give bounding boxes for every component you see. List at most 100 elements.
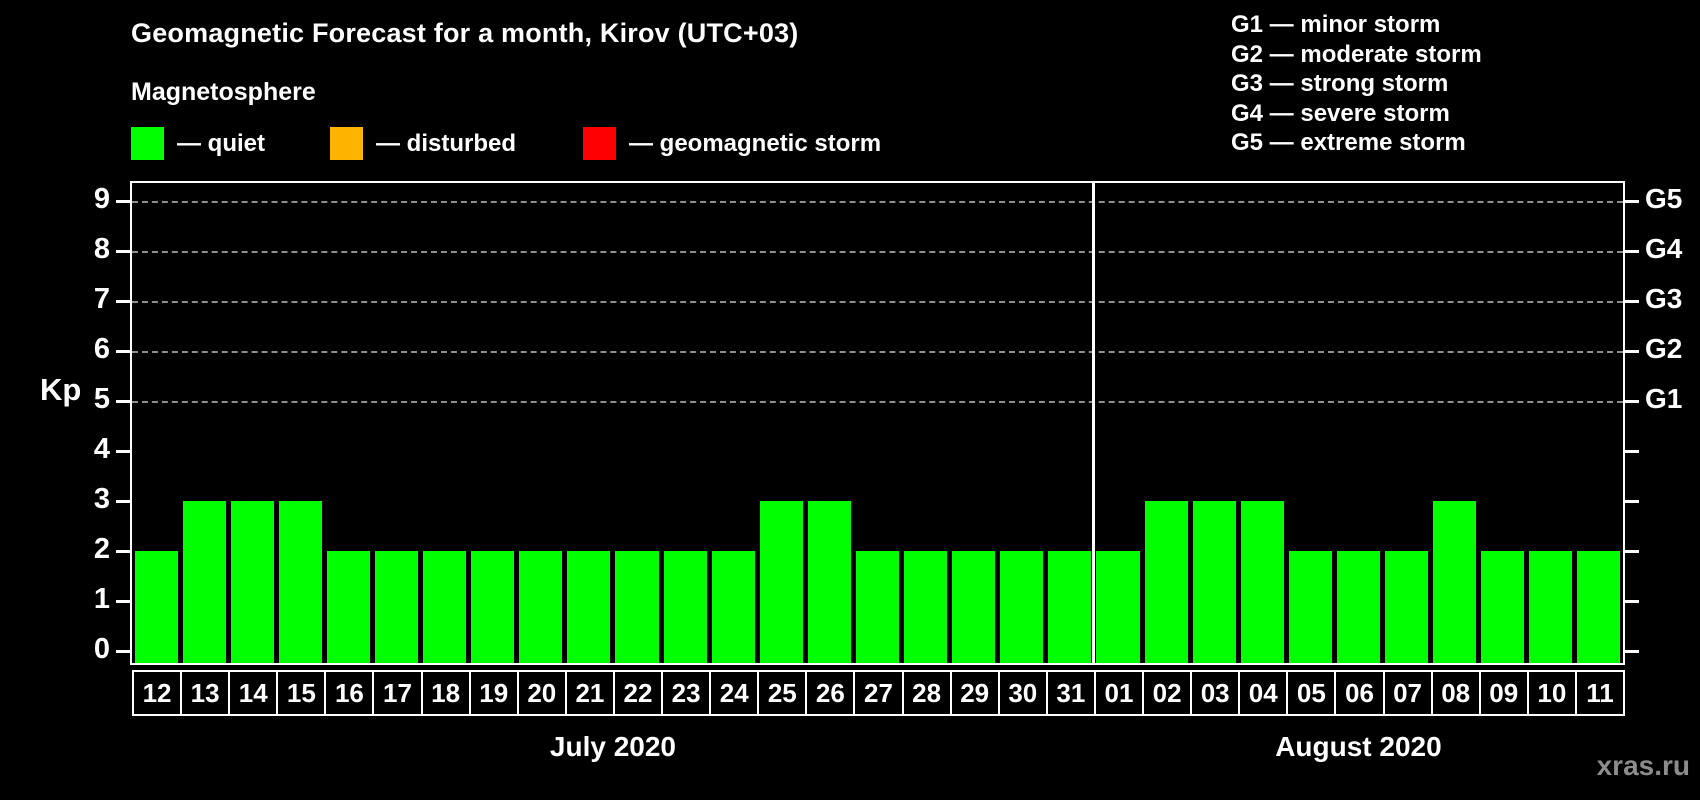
g-axis-label: G1 — [1645, 383, 1683, 414]
day-label: 04 — [1238, 670, 1289, 716]
day-label: 02 — [1142, 670, 1193, 716]
kp-bar-day-24 — [711, 551, 755, 663]
kp-bar-day-21 — [567, 551, 611, 663]
y-tick-left — [116, 399, 130, 403]
y-tick-right — [1625, 499, 1639, 503]
day-label: 07 — [1382, 670, 1433, 716]
kp-bar-day-17 — [374, 551, 419, 663]
kp-bar-day-08 — [1433, 501, 1477, 663]
day-label: 14 — [228, 670, 279, 716]
g-legend-line: G1 — minor storm — [1231, 11, 1441, 38]
kp-bar-day-27 — [855, 551, 900, 663]
y-tick-left — [116, 199, 130, 203]
g-legend-line: G4 — severe storm — [1231, 99, 1450, 127]
day-label: 18 — [420, 670, 471, 716]
kp-bar-day-23 — [663, 551, 707, 663]
storm-swatch — [583, 127, 616, 160]
day-label: 11 — [1574, 670, 1625, 716]
legend-item-disturbed: — disturbed — [330, 127, 516, 160]
kp-bar-day-06 — [1336, 551, 1380, 663]
legend-item-storm: — geomagnetic storm — [583, 127, 881, 160]
kp-bar-day-20 — [519, 551, 563, 663]
kp-bar-day-03 — [1192, 501, 1236, 663]
g-legend-line: G2 — moderate storm — [1231, 40, 1482, 68]
day-label: 16 — [324, 670, 375, 716]
y-tick-right — [1625, 199, 1639, 203]
g-legend-line: G3 — strong storm — [1231, 70, 1449, 98]
y-tick-right — [1625, 549, 1639, 553]
kp-bar-day-19 — [471, 551, 515, 663]
day-label: 23 — [661, 670, 712, 716]
legend-item-label: — disturbed — [376, 129, 517, 157]
day-label: 12 — [132, 670, 183, 716]
month-label: July 2020 — [549, 731, 677, 762]
day-label: 24 — [709, 670, 760, 716]
g-legend-line: G5 — extreme storm — [1231, 129, 1466, 157]
y-tick-right — [1625, 399, 1639, 403]
y-tick-left — [116, 649, 130, 653]
g-axis-label: G3 — [1645, 283, 1683, 314]
kp-bar-day-31 — [1048, 551, 1092, 663]
y-tick-left — [116, 449, 130, 453]
kp-bar-day-22 — [615, 551, 659, 663]
y-tick-left — [116, 549, 130, 553]
y-tick-left — [116, 599, 130, 603]
legend-item-label: — geomagnetic storm — [629, 129, 882, 157]
day-label: 22 — [612, 670, 664, 716]
day-label: 10 — [1526, 670, 1577, 716]
watermark: xras.ru — [1596, 750, 1690, 781]
kp-bar-day-02 — [1144, 501, 1188, 663]
kp-bar-day-09 — [1481, 551, 1525, 663]
kp-bar-day-28 — [904, 551, 948, 663]
day-label: 28 — [901, 670, 952, 716]
y-tick-right — [1625, 249, 1639, 253]
day-label: 01 — [1093, 670, 1145, 716]
day-label: 25 — [757, 670, 808, 716]
y-tick-label: 8 — [93, 233, 110, 265]
g-axis-label: G5 — [1645, 183, 1683, 214]
g-axis-label: G2 — [1645, 333, 1683, 364]
plot-area: 0 1 2 3 4 5 6 7 8 9 G1 G2 G3 G4 G5 — [94, 181, 1682, 665]
gridline-kp8 — [132, 251, 1623, 253]
magnetosphere-legend: — quiet — disturbed — geomagnetic storm — [0, 127, 1100, 163]
month-divider — [1092, 183, 1096, 663]
day-label: 15 — [276, 670, 327, 716]
kp-bar-day-11 — [1577, 551, 1621, 663]
y-axis-title: Kp — [40, 372, 82, 407]
day-label: 03 — [1190, 670, 1241, 716]
day-label: 17 — [372, 670, 423, 716]
y-tick-left — [116, 249, 130, 253]
y-tick-right — [1625, 449, 1639, 453]
y-tick-left — [116, 349, 130, 353]
day-label: 31 — [1045, 670, 1096, 716]
kp-bar-day-01 — [1096, 551, 1140, 663]
y-tick-label: 2 — [93, 533, 110, 565]
day-label: 21 — [564, 670, 615, 716]
y-tick-left — [116, 299, 130, 303]
day-label: 26 — [805, 670, 856, 716]
kp-bar-day-05 — [1288, 551, 1332, 663]
kp-bar-day-30 — [1000, 551, 1044, 663]
kp-bar-day-16 — [326, 551, 370, 663]
y-tick-label: 9 — [93, 183, 110, 215]
kp-bar-day-25 — [759, 501, 803, 663]
kp-bar-day-10 — [1529, 551, 1573, 663]
kp-bar-day-18 — [423, 551, 467, 663]
magnetosphere-label: Magnetosphere — [131, 78, 316, 106]
y-tick-right — [1625, 299, 1639, 303]
y-tick-label: 0 — [93, 633, 110, 665]
day-label: 08 — [1430, 670, 1481, 716]
legend-item-quiet: — quiet — [131, 127, 265, 160]
day-label: 20 — [516, 670, 567, 716]
kp-bar-day-04 — [1240, 501, 1284, 663]
day-label: 09 — [1478, 670, 1529, 716]
y-tick-right — [1625, 349, 1639, 353]
y-tick-right — [1625, 649, 1639, 653]
y-tick-label: 4 — [93, 433, 110, 465]
y-tick-right — [1625, 599, 1639, 603]
day-label: 13 — [180, 670, 231, 716]
kp-bar-day-29 — [952, 551, 996, 663]
g-axis-label: G4 — [1645, 233, 1683, 264]
kp-bar-day-07 — [1385, 551, 1429, 663]
